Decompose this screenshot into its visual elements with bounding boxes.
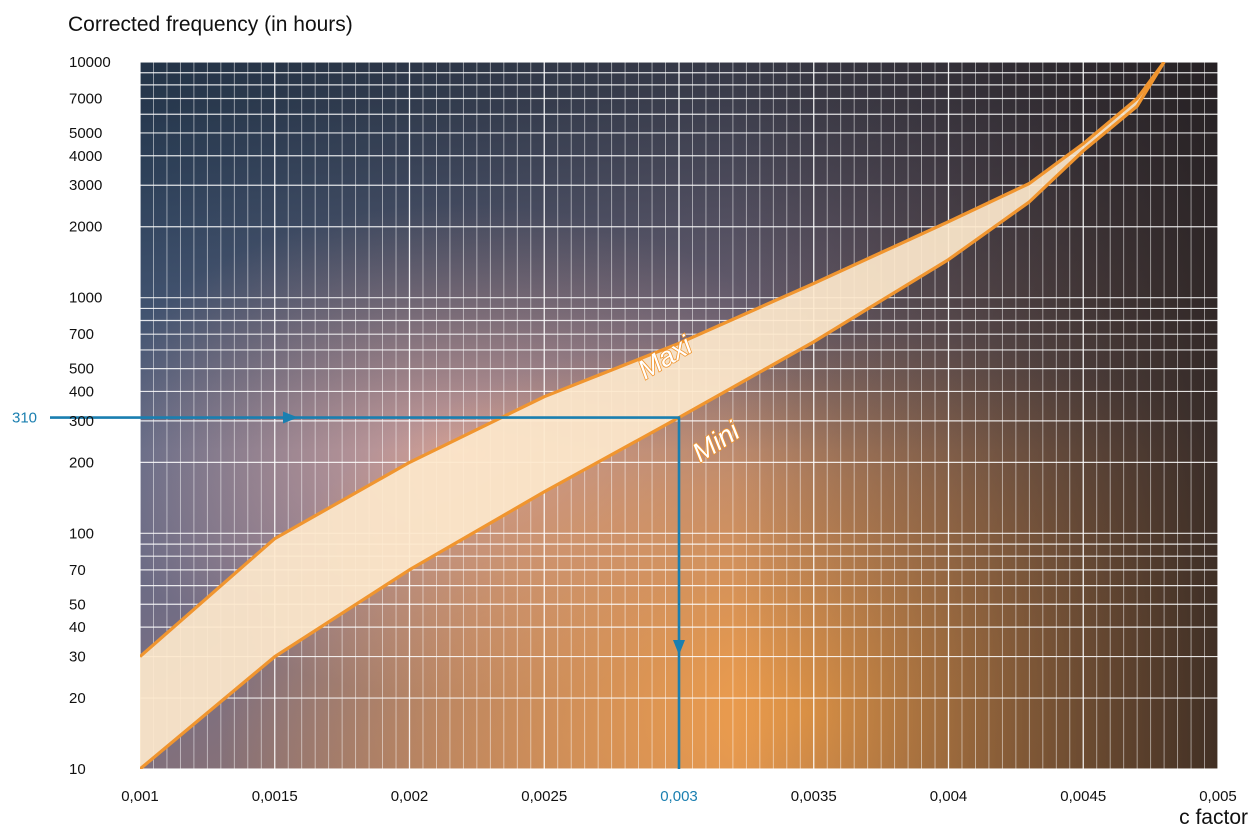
band-layer [140,62,1166,769]
y-tick-label: 700 [69,326,94,343]
x-tick-label: 0,003 [660,788,698,805]
y-tick-labels: 10 20 30 40 50 70 100 200 300 400 500 700 1000 2000 30… [69,54,111,778]
x-tick-label: 0,0015 [252,788,298,805]
y-tick-label: 500 [69,361,94,378]
x-tick-label: 0,004 [930,788,968,805]
y-tick-label: 2000 [69,219,102,236]
y-tick-label: 7000 [69,91,102,108]
annotation-arrow-right [283,411,298,424]
x-axis-label: c factor [1179,806,1248,829]
y-tick-label: 30 [69,649,86,666]
band-area [140,62,1165,769]
x-tick-label: 0,002 [391,788,429,805]
y-tick-label: 200 [69,454,94,471]
y-tick-label: 1000 [69,290,102,307]
annotation-y-label: 310 [12,410,37,427]
y-tick-label: 300 [69,413,94,430]
y-tick-label: 3000 [69,177,102,194]
y-tick-label: 40 [69,619,86,636]
series-line-maxi [140,62,1166,658]
y-tick-label: 100 [69,525,94,542]
y-tick-label: 10 [69,761,86,778]
annotation-arrow-down [673,640,685,655]
y-tick-label: 4000 [69,148,102,165]
y-tick-label: 70 [69,562,86,579]
chart-title: Corrected frequency (in hours) [68,13,353,36]
x-tick-label: 0,0045 [1060,788,1106,805]
y-tick-label: 10000 [69,54,111,71]
x-tick-label: 0,0035 [791,788,837,805]
series-line-mini [140,62,1166,769]
x-tick-label: 0,0025 [521,788,567,805]
y-tick-label: 5000 [69,125,102,142]
x-tick-label: 0,005 [1199,788,1237,805]
x-tick-label: 0,001 [121,788,159,805]
y-tick-label: 400 [69,383,94,400]
x-tick-labels: 0,001 0,0015 0,002 0,0025 0,003 0,0035 0,004 0,… [121,788,1237,805]
y-tick-label: 20 [69,690,86,707]
y-tick-label: 50 [69,596,86,613]
annotation-layer: 310 [12,410,685,769]
